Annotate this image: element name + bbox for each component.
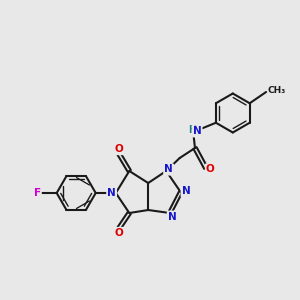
Text: F: F: [34, 188, 41, 198]
Text: O: O: [114, 228, 123, 238]
Text: O: O: [206, 164, 215, 175]
Text: CH₃: CH₃: [268, 86, 286, 95]
Text: H: H: [188, 124, 196, 135]
Text: N: N: [164, 164, 173, 175]
Text: N: N: [107, 188, 116, 198]
Text: N: N: [182, 186, 190, 197]
Text: N: N: [168, 212, 177, 222]
Text: O: O: [114, 144, 123, 154]
Text: N: N: [193, 126, 202, 136]
